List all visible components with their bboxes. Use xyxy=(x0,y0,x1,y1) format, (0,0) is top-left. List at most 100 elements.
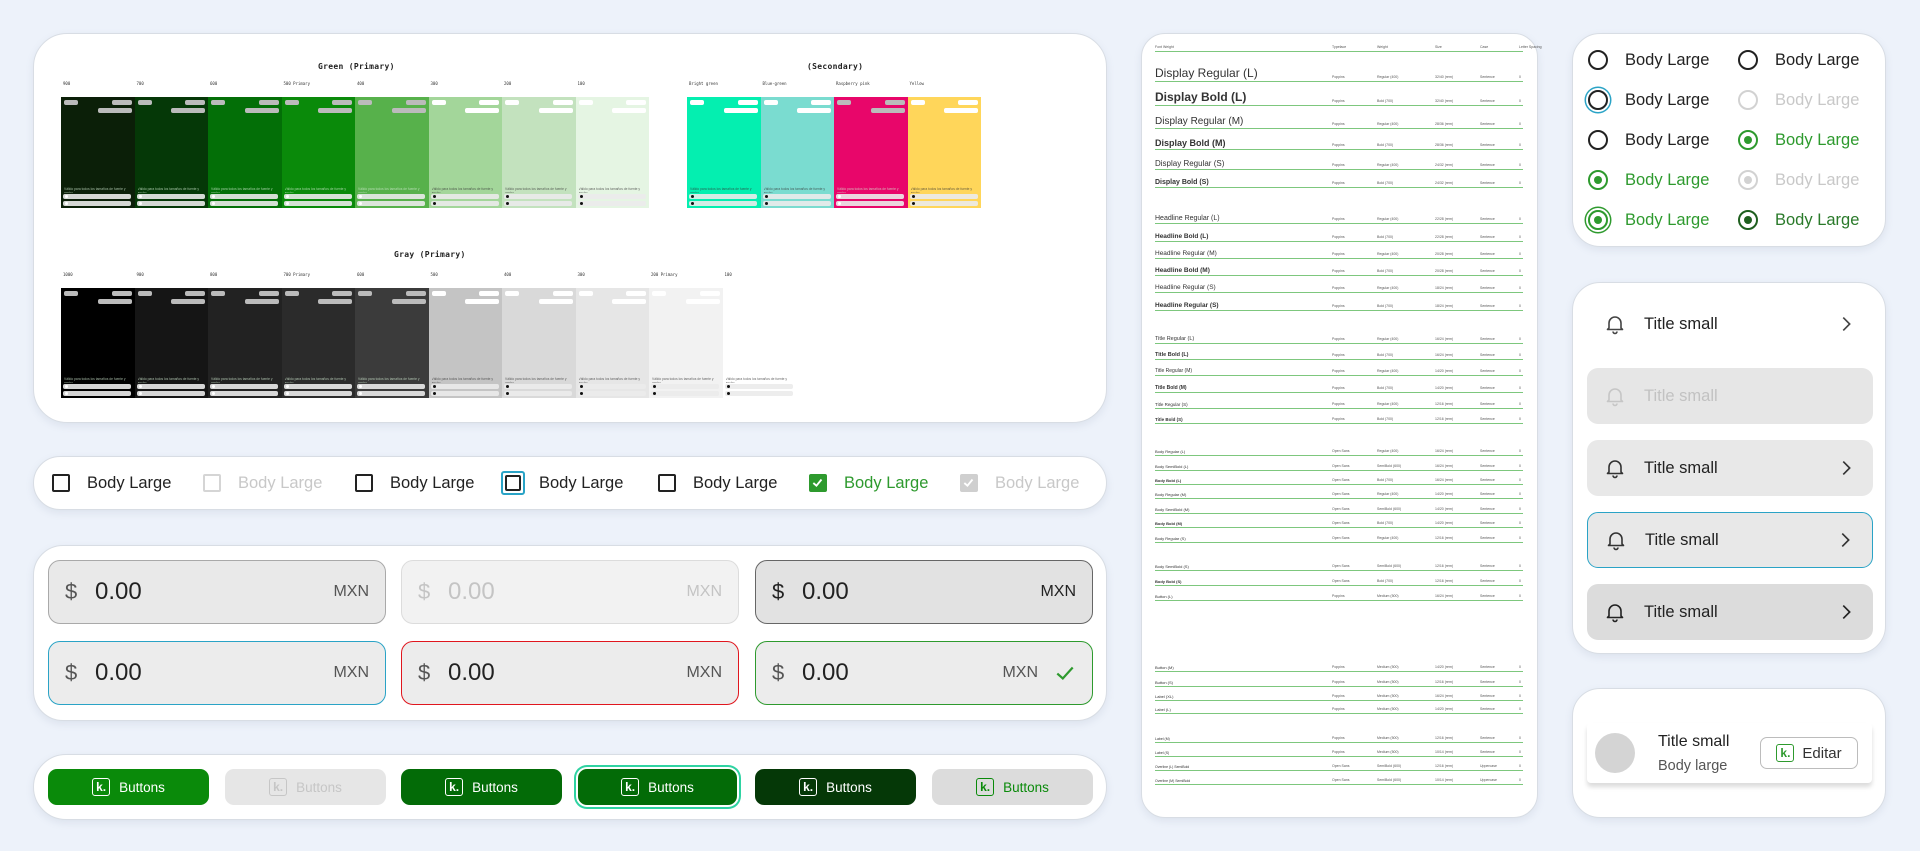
table-row: Headline Regular (S) Poppins Regular (400)… xyxy=(1155,279,1523,293)
type-style-name: Overline (M) SemiBold xyxy=(1155,779,1191,783)
table-cell: Sentence xyxy=(1480,536,1495,540)
button-focused[interactable]: k. Buttons xyxy=(578,769,737,805)
table-cell: Sentence xyxy=(1480,594,1495,598)
table-cell: 12/16 (rem) xyxy=(1435,736,1454,740)
list-item-default[interactable]: Title small xyxy=(1587,296,1873,352)
checkbox-box[interactable] xyxy=(52,474,70,492)
table-cell: 0 xyxy=(1519,163,1521,167)
table-cell: Poppins xyxy=(1332,235,1345,239)
table-cell: Sentence xyxy=(1480,217,1495,221)
radio-option-focused[interactable]: Body Large xyxy=(1588,88,1709,112)
radio-circle[interactable] xyxy=(1588,130,1608,150)
checkbox-box-focused[interactable] xyxy=(501,471,525,495)
type-style-name: Title Bold (L) xyxy=(1155,352,1189,358)
table-cell: Poppins xyxy=(1332,269,1345,273)
swatch-label: 600 xyxy=(210,81,218,86)
list-item-focused[interactable]: Title small xyxy=(1587,512,1873,568)
table-row: Body Regular (S) Open Sans Regular (400) 12… xyxy=(1155,529,1523,543)
table-cell: 0 xyxy=(1519,594,1521,598)
radio-option-unchecked[interactable]: Body Large xyxy=(1588,48,1709,72)
button-default[interactable]: k. Buttons xyxy=(48,769,209,805)
table-row: Body Regular (M) Open Sans Regular (400) 14… xyxy=(1155,485,1523,499)
list-item-hover[interactable]: Title small xyxy=(1587,440,1873,496)
checkbox-box[interactable] xyxy=(355,474,373,492)
table-cell: 12/16 (rem) xyxy=(1435,680,1454,684)
list-item-pressed[interactable]: Title small xyxy=(1587,584,1873,640)
green-palette-title: Green (Primary) xyxy=(318,62,395,71)
currency-symbol: $ xyxy=(772,579,785,604)
type-style-name: Display Bold (S) xyxy=(1155,179,1209,186)
list-item-disabled: Title small xyxy=(1587,368,1873,424)
table-cell: 12/16 (rem) xyxy=(1435,536,1454,540)
button-pressed[interactable]: k. Buttons xyxy=(755,769,916,805)
button-hover[interactable]: k. Buttons xyxy=(401,769,562,805)
radio-circle[interactable] xyxy=(1588,90,1608,110)
table-cell: Poppins xyxy=(1332,353,1345,357)
color-swatch: Válido para todos los tamaños de fuente … xyxy=(649,288,723,398)
button-disabled: k. Buttons xyxy=(225,769,386,805)
radio-option-checked[interactable]: Body Large xyxy=(1738,208,1859,232)
radio-option-unchecked[interactable]: Body Large xyxy=(1738,48,1859,72)
radio-circle[interactable] xyxy=(1588,210,1608,230)
table-cell: Open Sans xyxy=(1332,507,1350,511)
table-row: Headline Bold (L) Poppins Bold (700) 22/28 … xyxy=(1155,228,1523,242)
checkbox-label: Body Large xyxy=(539,473,624,492)
button-secondary[interactable]: k. Buttons xyxy=(932,769,1093,805)
amount-field-hover[interactable]: $ 0.00 MXN xyxy=(755,560,1093,624)
checkbox-disabled: Body Large xyxy=(203,457,322,509)
radio-option-unchecked[interactable]: Body Large xyxy=(1588,128,1709,152)
avatar xyxy=(1595,733,1635,773)
table-cell: Open Sans xyxy=(1332,478,1350,482)
radio-option-checked[interactable]: Body Large xyxy=(1588,168,1709,192)
table-row: Title Bold (M) Poppins Bold (700) 14/20 (re… xyxy=(1155,379,1523,393)
amount-field-error[interactable]: $ 0.00 MXN xyxy=(401,641,739,705)
list-item-title: Title small xyxy=(1645,530,1719,549)
checkbox-unchecked[interactable]: Body Large xyxy=(52,457,171,509)
amount-field-default[interactable]: $ 0.00 MXN xyxy=(48,560,386,624)
radio-option-checked[interactable]: Body Large xyxy=(1588,208,1709,232)
swatch-note: Válido para todos los tamaños de fuente … xyxy=(137,377,200,383)
table-cell: Sentence xyxy=(1480,402,1495,406)
amount-value: 0.00 xyxy=(802,578,849,605)
profile-subtitle: Body large xyxy=(1658,758,1728,774)
table-cell: 0 xyxy=(1519,507,1521,511)
radio-circle[interactable] xyxy=(1738,130,1758,150)
radio-option-checked[interactable]: Body Large xyxy=(1738,128,1859,152)
swatch-label: 700 Primary xyxy=(283,272,311,277)
table-cell: Regular (400) xyxy=(1377,536,1399,540)
table-cell: Poppins xyxy=(1332,304,1345,308)
table-row: Body Bold (S) Open Sans Bold (700) 12/16 (r… xyxy=(1155,572,1523,586)
radio-circle[interactable] xyxy=(1738,210,1758,230)
table-cell: Sentence xyxy=(1480,694,1495,698)
table-cell: Sentence xyxy=(1480,99,1495,103)
buttons-card xyxy=(33,754,1107,820)
table-cell: Regular (400) xyxy=(1377,252,1399,256)
table-cell: Bold (700) xyxy=(1377,579,1394,583)
table-cell: Open Sans xyxy=(1332,778,1350,782)
table-cell: Poppins xyxy=(1332,163,1345,167)
type-style-name: Body Regular (L) xyxy=(1155,449,1186,454)
check-icon[interactable] xyxy=(809,474,827,492)
radio-circle[interactable] xyxy=(1588,50,1608,70)
type-style-name: Headline Regular (S) xyxy=(1155,302,1219,309)
checkbox-focused[interactable]: Body Large xyxy=(501,457,624,509)
radio-label: Body Large xyxy=(1775,130,1860,149)
checkbox-pressed[interactable]: Body Large xyxy=(658,457,777,509)
checkbox-checked[interactable]: Body Large xyxy=(809,457,928,509)
checkbox-box[interactable] xyxy=(658,474,676,492)
amount-field-focused[interactable]: $ 0.00 MXN xyxy=(48,641,386,705)
swatch-note: Válido para todos los tamaños de fuente … xyxy=(690,187,752,193)
edit-button[interactable]: k. Editar xyxy=(1760,737,1858,769)
checkbox-hover[interactable]: Body Large xyxy=(355,457,474,509)
table-row: Display Bold (L) Poppins Bold (700) 32/40 (… xyxy=(1155,90,1523,106)
radio-circle[interactable] xyxy=(1738,50,1758,70)
radio-label: Body Large xyxy=(1625,210,1710,229)
table-cell: SemiBold (600) xyxy=(1377,778,1402,782)
radio-circle[interactable] xyxy=(1588,170,1608,190)
brand-k-icon: k. xyxy=(1776,744,1795,762)
table-cell: 0 xyxy=(1519,75,1521,79)
amount-field-success[interactable]: $ 0.00 MXN xyxy=(755,641,1093,705)
table-cell: 0 xyxy=(1519,286,1521,290)
color-swatch: Válido para todos los tamaños de fuente … xyxy=(355,97,429,208)
table-cell: 12/16 (rem) xyxy=(1435,564,1454,568)
